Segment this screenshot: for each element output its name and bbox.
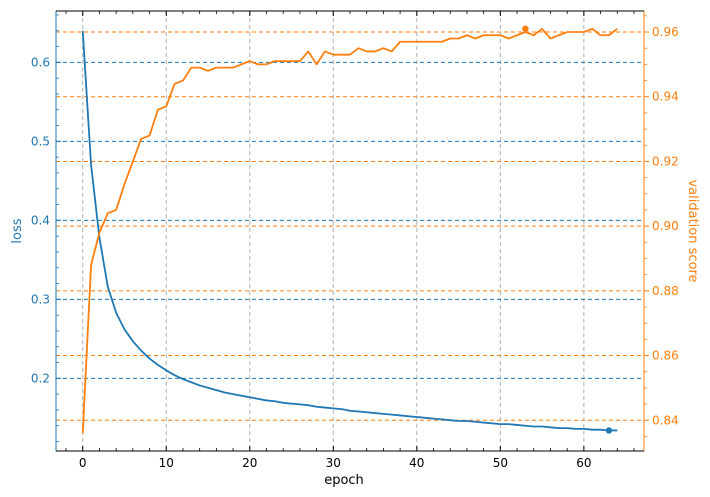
x-axis-label: epoch — [324, 473, 364, 488]
left-y-tick-label: 0.5 — [31, 134, 50, 148]
left-y-tick-label: 0.4 — [31, 213, 50, 227]
grid-lines — [56, 11, 644, 451]
x-tick-label: 50 — [493, 456, 508, 470]
right-y-axis-label: validation score — [685, 179, 700, 282]
x-tick-label: 60 — [576, 456, 591, 470]
axis-ticks: 0 10 20 30 40 50 60 0.2 0.3 0.4 0.5 0.6 0.84 0.86 0.88… — [31, 11, 679, 470]
right-y-tick-label: 0.92 — [652, 154, 679, 168]
left-y-axis-label: loss — [10, 218, 25, 243]
left-y-tick-label: 0.6 — [31, 55, 50, 69]
left-y-tick-label: 0.2 — [31, 371, 50, 385]
validation-score-series-line — [81, 27, 618, 434]
right-y-tick-label: 0.90 — [652, 219, 679, 233]
validation-score-series-marker — [522, 25, 529, 32]
x-tick-label: 10 — [159, 456, 174, 470]
loss-series-line — [81, 30, 618, 432]
x-tick-label: 40 — [409, 456, 424, 470]
x-tick-label: 20 — [242, 456, 257, 470]
right-y-tick-label: 0.94 — [652, 90, 679, 104]
right-y-tick-label: 0.96 — [652, 25, 679, 39]
x-tick-label: 30 — [326, 456, 341, 470]
left-y-tick-label: 0.3 — [31, 292, 50, 306]
right-y-tick-label: 0.84 — [652, 413, 679, 427]
x-tick-label: 0 — [79, 456, 87, 470]
right-y-tick-label: 0.88 — [652, 284, 679, 298]
right-y-tick-label: 0.86 — [652, 349, 679, 363]
series-lines — [81, 25, 618, 434]
loss-series-marker — [605, 427, 613, 434]
